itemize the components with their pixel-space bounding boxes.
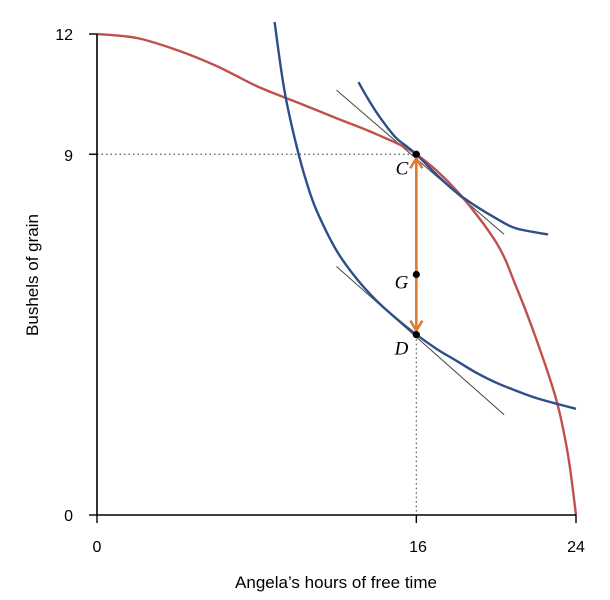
points: C G D bbox=[394, 150, 420, 360]
y-tick-label-9: 9 bbox=[64, 148, 73, 165]
point-d bbox=[412, 331, 420, 339]
x-tick-label-0: 0 bbox=[93, 539, 102, 556]
x-axis-title: Angela’s hours of free time bbox=[235, 573, 437, 592]
arrow-head-0 bbox=[409, 155, 424, 169]
tangent-line-1 bbox=[336, 266, 505, 416]
point-label-g: G bbox=[395, 273, 409, 294]
point-c bbox=[412, 150, 420, 158]
x-tick-label-16: 16 bbox=[409, 539, 427, 556]
indifference-curves bbox=[273, 21, 577, 410]
arrows bbox=[409, 155, 424, 334]
point-label-c: C bbox=[396, 158, 409, 179]
arrow-head-1 bbox=[409, 319, 424, 334]
y-axis-title: Bushels of grain bbox=[23, 214, 42, 336]
dotted-guides bbox=[97, 153, 417, 515]
tangent-lines bbox=[336, 89, 505, 416]
y-tick-label-12: 12 bbox=[55, 27, 73, 44]
tangent-line-0 bbox=[336, 89, 505, 235]
axis-ticks bbox=[89, 33, 577, 523]
indifference-curve-1 bbox=[357, 81, 549, 236]
feasible-frontier-curve bbox=[96, 32, 578, 516]
indifference-curve-0 bbox=[273, 21, 577, 410]
point-g bbox=[412, 270, 420, 279]
x-tick-label-24: 24 bbox=[567, 539, 585, 556]
point-label-d: D bbox=[394, 339, 409, 360]
y-tick-label-0: 0 bbox=[64, 508, 73, 525]
